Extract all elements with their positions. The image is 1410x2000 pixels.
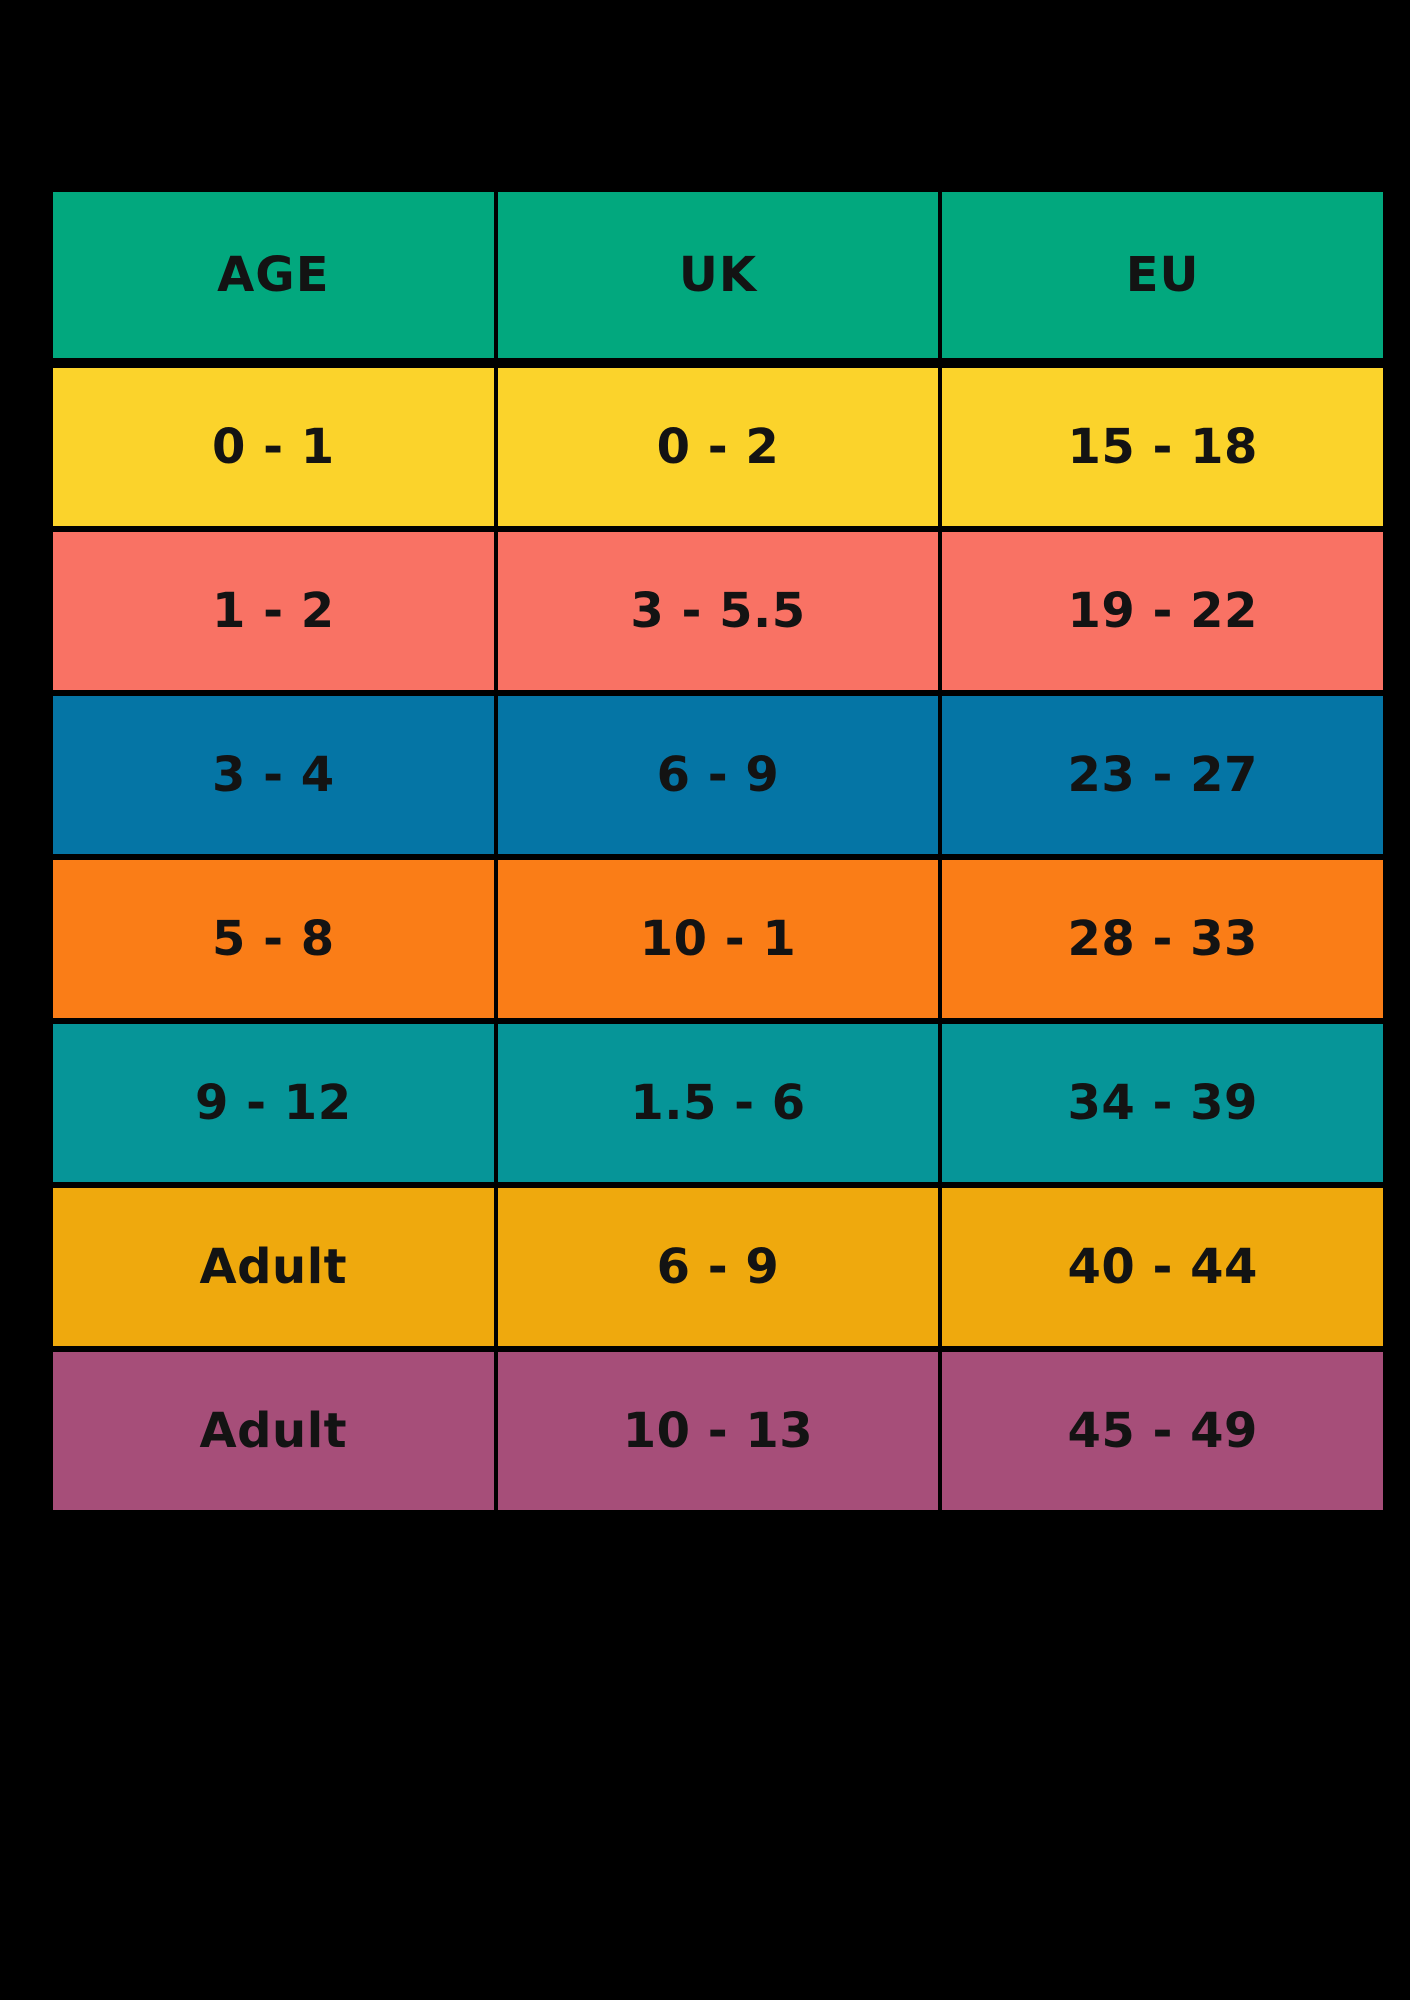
- eu-cell: 23 - 27: [942, 696, 1383, 854]
- table-row: 9 - 12 1.5 - 6 34 - 39: [53, 1024, 1383, 1182]
- age-cell: 1 - 2: [53, 532, 494, 690]
- uk-cell: 0 - 2: [497, 368, 939, 526]
- table-row: 0 - 1 0 - 2 15 - 18: [53, 368, 1383, 526]
- age-cell: 0 - 1: [53, 368, 494, 526]
- size-conversion-table: AGE UK EU 0 - 1 0 - 2 15 - 18 1 - 2 3 - …: [53, 192, 1383, 1516]
- eu-cell: 34 - 39: [942, 1024, 1383, 1182]
- uk-cell: 3 - 5.5: [497, 532, 939, 690]
- table-row: Adult 6 - 9 40 - 44: [53, 1188, 1383, 1346]
- age-cell: Adult: [53, 1352, 494, 1510]
- eu-cell: 15 - 18: [942, 368, 1383, 526]
- table-row: 3 - 4 6 - 9 23 - 27: [53, 696, 1383, 854]
- table-row: Adult 10 - 13 45 - 49: [53, 1352, 1383, 1510]
- uk-cell: 10 - 1: [497, 860, 939, 1018]
- age-cell: 9 - 12: [53, 1024, 494, 1182]
- table-row: 5 - 8 10 - 1 28 - 33: [53, 860, 1383, 1018]
- eu-cell: 28 - 33: [942, 860, 1383, 1018]
- age-cell: 5 - 8: [53, 860, 494, 1018]
- uk-cell: 6 - 9: [497, 696, 939, 854]
- eu-cell: 45 - 49: [942, 1352, 1383, 1510]
- eu-cell: 19 - 22: [942, 532, 1383, 690]
- header-cell-eu: EU: [942, 192, 1383, 358]
- uk-cell: 6 - 9: [497, 1188, 939, 1346]
- age-cell: 3 - 4: [53, 696, 494, 854]
- uk-cell: 1.5 - 6: [497, 1024, 939, 1182]
- header-cell-age: AGE: [53, 192, 494, 358]
- uk-cell: 10 - 13: [497, 1352, 939, 1510]
- table-header-row: AGE UK EU: [53, 192, 1383, 358]
- eu-cell: 40 - 44: [942, 1188, 1383, 1346]
- age-cell: Adult: [53, 1188, 494, 1346]
- table-row: 1 - 2 3 - 5.5 19 - 22: [53, 532, 1383, 690]
- header-cell-uk: UK: [497, 192, 939, 358]
